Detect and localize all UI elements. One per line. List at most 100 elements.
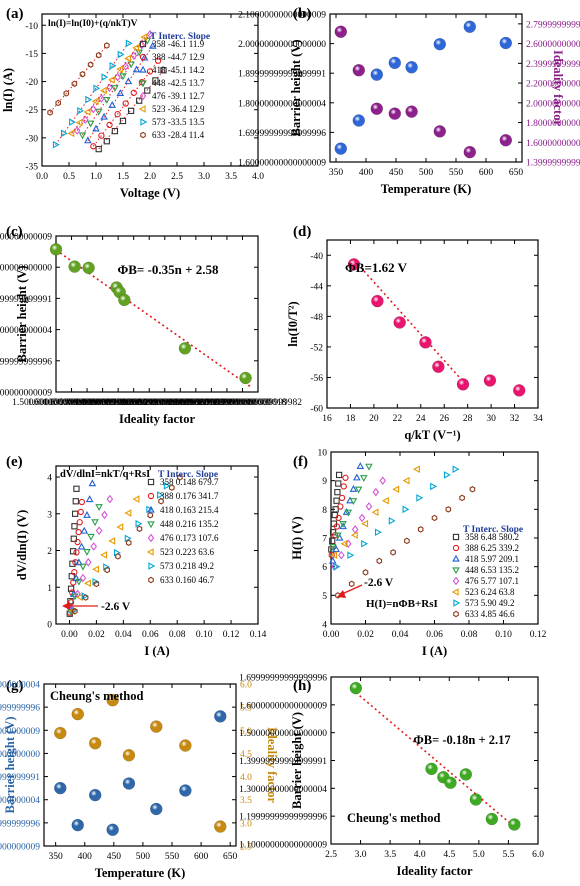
- data-point: [405, 105, 418, 118]
- data-point: [135, 49, 143, 57]
- data-point: [98, 132, 105, 139]
- data-point: [179, 784, 192, 797]
- legend-marker: [139, 40, 147, 48]
- data-point: [122, 777, 136, 790]
- data-point: [124, 534, 132, 543]
- data-point: [70, 535, 77, 542]
- data-point: [108, 537, 116, 545]
- y-tick-label: -20: [25, 78, 38, 88]
- x-axis-label: Ideality factor: [396, 864, 472, 878]
- x-tick-label: 6.0: [532, 850, 544, 860]
- data-point: [79, 573, 87, 583]
- data-point: [92, 565, 100, 574]
- series-633: [47, 42, 110, 116]
- x-tick-label: 2.70000000000000018: [199, 398, 287, 408]
- data-point: [98, 94, 105, 103]
- data-point: [54, 726, 67, 740]
- data-point: [333, 562, 341, 571]
- data-point: [388, 517, 396, 525]
- data-point: [124, 77, 133, 85]
- data-point: [404, 537, 410, 545]
- x-axis-label: I (A): [144, 644, 169, 658]
- data-point: [508, 818, 521, 831]
- x-tick-label: 0.10: [495, 630, 512, 640]
- y-tick-label: 1.60000000000000009: [0, 727, 40, 737]
- x-tick-label: 2.39999999999999991: [152, 398, 240, 408]
- legend-entry: 523 -36.4 12.9: [152, 104, 205, 114]
- data-point: [337, 503, 344, 510]
- y2-tick-label: 5.0: [240, 727, 252, 737]
- y2-tick-label: 6.0: [240, 681, 252, 691]
- data-point: [107, 76, 115, 84]
- y-tick-label: -48: [310, 313, 323, 323]
- legend-marker: [148, 562, 156, 570]
- data-point: [94, 108, 103, 116]
- y-axis-label: Barrier height (V): [289, 40, 303, 137]
- data-point: [71, 523, 78, 530]
- series-633: [335, 486, 476, 599]
- data-point: [71, 510, 79, 517]
- data-point: [352, 114, 366, 127]
- data-point: [405, 61, 418, 74]
- data-point: [469, 486, 476, 493]
- y-tick-label: 1.89999999999999991: [238, 70, 326, 80]
- data-point: [349, 681, 363, 695]
- data-point: [88, 736, 102, 750]
- series-data: [49, 243, 252, 385]
- data-point: [104, 566, 110, 574]
- y-axis-label: dV/dln(I) (V): [15, 510, 29, 581]
- y-tick-label: 4: [47, 474, 52, 484]
- data-point: [348, 580, 355, 588]
- x-tick-label: 0.02: [88, 630, 105, 640]
- data-point: [365, 502, 373, 511]
- y-tick-label: -56: [310, 374, 323, 384]
- data-point: [69, 118, 76, 126]
- chart-panel-f: (f) 0.00 0.02 0.04 0.06 0.08 0.10 0.12 4 5 6 7 8 9 10 I…: [290, 449, 547, 659]
- data-point: [122, 100, 129, 107]
- data-point: [431, 514, 438, 522]
- data-point: [158, 498, 164, 505]
- legend-marker: [139, 91, 147, 101]
- data-point: [214, 710, 227, 723]
- plot-frame: [329, 13, 523, 163]
- data-point: [91, 519, 99, 527]
- x-tick-label: 2.50000000000000000: [167, 398, 255, 408]
- arrow-line: [341, 584, 363, 595]
- data-point: [163, 482, 171, 490]
- data-point: [328, 556, 337, 564]
- data-point: [84, 136, 92, 144]
- data-point: [124, 54, 132, 63]
- data-point: [333, 523, 341, 530]
- x-tick-label: 2.10000000000000009: [105, 398, 193, 408]
- data-point: [390, 549, 396, 556]
- data-point: [90, 104, 97, 114]
- data-point: [122, 62, 129, 71]
- panel-label: (h): [293, 678, 311, 694]
- data-point: [388, 56, 402, 70]
- series-ideality-factor: [334, 25, 513, 159]
- y-tick-label: 1: [47, 584, 52, 594]
- data-point: [140, 33, 148, 41]
- data-point: [75, 558, 83, 566]
- data-point: [371, 508, 379, 516]
- data-point: [132, 43, 140, 52]
- y-axis-label: ln(I0/T²): [286, 301, 300, 346]
- y2-tick-label: 2.79999999999999982: [526, 20, 580, 30]
- plot-frame: [326, 239, 539, 409]
- series-data: [347, 258, 526, 397]
- data-point: [136, 525, 143, 533]
- y-tick-label: -30: [25, 134, 38, 144]
- legend-entry: 388 -44.7 12.9: [152, 52, 205, 62]
- legend-entry: 448 6.53 135.2: [465, 565, 519, 575]
- data-point: [334, 142, 348, 155]
- legend-marker: [140, 131, 146, 139]
- data-point: [456, 378, 470, 391]
- chart-panel-d: (d) 16 18 20 22 24 26 28 30 32 34 -60 -56 -52 -48 -44 -4…: [286, 224, 543, 442]
- data-point: [81, 592, 89, 600]
- x-tick-label: 0.00: [323, 630, 340, 640]
- x-tick-label: 2.0: [144, 172, 156, 182]
- legend-marker: [453, 599, 461, 607]
- series-guide-line: [55, 42, 129, 145]
- y-tick-label: 1.19999999999999996: [239, 813, 327, 823]
- data-point: [376, 557, 383, 565]
